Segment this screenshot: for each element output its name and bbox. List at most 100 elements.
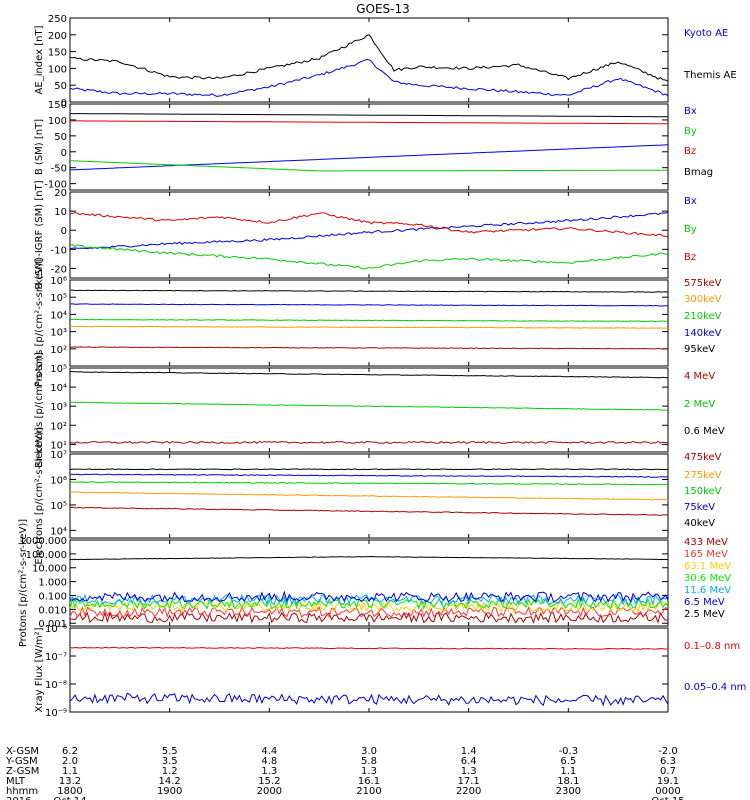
panel-0-ytick-label: 250 <box>48 14 67 25</box>
panel-1-series-3 <box>70 113 668 118</box>
panel-7-ylabel: Xray Flux [W/m²] <box>34 627 45 712</box>
panel-3-series-2 <box>69 318 669 323</box>
xaxis-value: 1800 <box>57 786 82 797</box>
xaxis-row-label: 2016 <box>6 796 31 800</box>
panel-3-ytick-label: 10³ <box>50 328 67 339</box>
xaxis-value: 5.8 <box>361 756 377 767</box>
panel-1-legend-3: Bmag <box>684 167 713 178</box>
panel-7-ytick-label: 10⁻⁹ <box>45 708 67 719</box>
panel-2-series-0 <box>69 211 669 250</box>
xaxis-value: -2.0 <box>658 746 678 757</box>
panel-1-ytick-label: 0 <box>61 148 67 159</box>
panel-6-legend-5: 6.5 MeV <box>684 597 725 608</box>
panel-5-ytick-label: 10⁶ <box>50 475 67 486</box>
panel-6-ytick-label: 0.001 <box>38 619 67 630</box>
panel-7-ytick-label: 10⁻⁷ <box>45 652 67 663</box>
xaxis-value: 13.2 <box>59 776 81 787</box>
panel-1-ytick-label: 50 <box>54 132 67 143</box>
panel-2-legend-0: Bx <box>684 196 697 207</box>
xaxis-value: 6.5 <box>560 756 576 767</box>
panel-2-ytick-label: 0 <box>61 226 67 237</box>
panel-6-legend-1: 165 MeV <box>684 549 728 560</box>
xaxis-value: 4.8 <box>261 756 277 767</box>
xaxis-value: 6.4 <box>461 756 477 767</box>
panel-4-ytick-label: 10² <box>50 421 67 432</box>
panel-3-ytick-label: 10⁶ <box>50 276 67 287</box>
xaxis-value: 1.2 <box>162 766 178 777</box>
panel-0-legend-1: Themis AE <box>683 70 737 81</box>
xaxis-value: 3.0 <box>361 746 377 757</box>
panel-6-legend-2: 63.1 MeV <box>684 561 731 572</box>
panel-2-series-1 <box>69 244 669 270</box>
xaxis-value: 0.7 <box>660 766 676 777</box>
panel-5-legend-2: 150keV <box>684 486 722 497</box>
panel-1-ytick-label: -50 <box>51 164 67 175</box>
panel-3-legend-4: 95keV <box>684 344 715 355</box>
xaxis-row-label: MLT <box>6 776 26 787</box>
xaxis-value: 19.1 <box>657 776 679 787</box>
panel-6-ytick-label: 0.010 <box>38 605 67 616</box>
panel-0-ytick-label: 50 <box>54 81 67 92</box>
xaxis-value: 4.4 <box>261 746 277 757</box>
panel-5-ylabel: Electrons [p/(cm²-s-sr-keV)] <box>34 427 45 564</box>
xaxis-value: 3.5 <box>162 756 178 767</box>
xaxis-value: 1.1 <box>560 766 576 777</box>
xaxis-value: 18.1 <box>557 776 579 787</box>
panel-4-ylabel: Electrons [p/(cm²-s-sr)] <box>34 352 45 468</box>
panel-1-ytick-label: 100 <box>48 116 67 127</box>
chart-title: GOES-13 <box>356 2 410 16</box>
panel-7-ytick-label: 10⁻⁸ <box>45 680 67 691</box>
xaxis-row-label: hhmm <box>6 786 38 797</box>
xaxis-row-label: X-GSM <box>6 746 39 757</box>
panel-3-series-4 <box>70 289 669 293</box>
panel-7-ytick-label: 10⁻⁶ <box>45 624 67 635</box>
panel-1-ytick-label: -100 <box>44 180 67 191</box>
panel-6-ytick-label: 1.000 <box>38 578 67 589</box>
xaxis-value: 1.3 <box>261 766 277 777</box>
panel-4-series-1 <box>69 401 669 411</box>
panel-6-ytick-label: 10.000 <box>32 564 67 575</box>
panel-5-legend-3: 75keV <box>684 502 715 513</box>
panel-4-legend-2: 0.6 MeV <box>684 426 725 437</box>
panel-6-series-6 <box>69 555 668 561</box>
panel-1-series-1 <box>69 160 668 172</box>
panel-7-legend-1: 0.05–0.4 nm <box>684 682 746 693</box>
panel-2-frame <box>69 191 669 279</box>
panel-3-legend-2: 210keV <box>684 311 722 322</box>
xaxis-value: Oct 14 <box>53 796 86 800</box>
panel-0-ytick-label: 100 <box>48 64 67 75</box>
panel-5-series-4 <box>69 468 669 471</box>
panel-5-series-3 <box>70 473 669 478</box>
panel-7-series-1 <box>69 692 669 707</box>
panel-1-legend-2: Bz <box>684 146 696 157</box>
panel-6-ytick-label: 1000.000 <box>19 536 67 547</box>
panel-5-series-1 <box>69 491 669 501</box>
panel-0-legend-0: Kyoto AE <box>684 28 728 39</box>
panel-6-legend-0: 433 MeV <box>684 537 728 548</box>
xaxis-value: 17.1 <box>458 776 480 787</box>
panel-3-legend-1: 300keV <box>684 294 722 305</box>
panel-7-series-0 <box>69 646 669 650</box>
xaxis-value: 5.5 <box>162 746 178 757</box>
panel-1-ytick-label: 150 <box>48 100 67 111</box>
xaxis-value: 2100 <box>356 786 381 797</box>
panel-6-legend-6: 2.5 MeV <box>684 609 725 620</box>
panel-3-ytick-label: 10² <box>50 345 67 356</box>
panel-3-legend-3: 140keV <box>684 328 722 339</box>
xaxis-value: 14.2 <box>159 776 181 787</box>
panel-0-series-0 <box>69 58 669 98</box>
panel-4-ytick-label: 10¹ <box>50 440 67 451</box>
xaxis-value: 0000 <box>655 786 680 797</box>
xaxis-value: 1.1 <box>62 766 78 777</box>
panel-3-ytick-label: 10⁴ <box>50 310 67 321</box>
panel-6-series-3 <box>69 597 669 611</box>
panel-6-ylabel: Protons [p/(cm²-s-sr-keV)] <box>18 519 29 647</box>
xaxis-value: 16.1 <box>358 776 380 787</box>
xaxis-value: 6.2 <box>62 746 78 757</box>
xaxis-value: 6.3 <box>660 756 676 767</box>
panel-5-series-2 <box>70 481 669 486</box>
panel-1-series-0 <box>69 144 669 171</box>
xaxis-value: 2000 <box>257 786 282 797</box>
panel-4-ytick-label: 10⁵ <box>50 364 67 375</box>
